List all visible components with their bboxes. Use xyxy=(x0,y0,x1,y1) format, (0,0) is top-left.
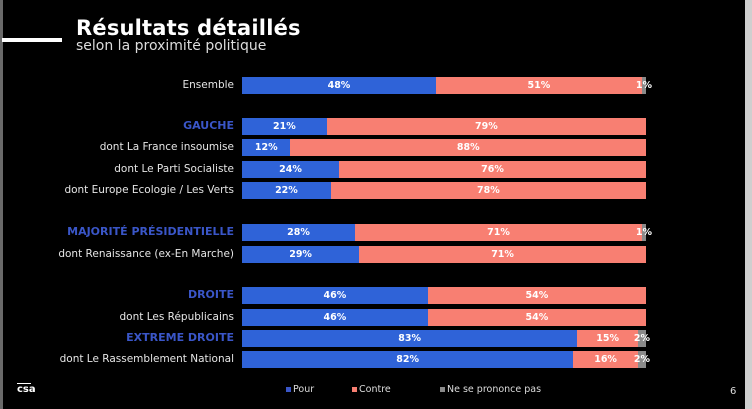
bar-segment-contre: 76% xyxy=(338,161,646,178)
data-label-pour: 22% xyxy=(275,185,298,196)
data-label-nsp: 2% xyxy=(633,354,650,365)
bar-segment-contre: 54% xyxy=(427,287,646,304)
category-label: dont Renaissance (ex-En Marche) xyxy=(58,248,234,260)
right-edge xyxy=(745,0,752,409)
bar-segment-pour: 24% xyxy=(242,161,339,178)
legend-label-contre: Contre xyxy=(359,384,391,395)
legend: Pour Contre Ne se prononce pas xyxy=(0,384,752,396)
group-label: EXTREME DROITE xyxy=(126,331,234,344)
category-label: Ensemble xyxy=(182,79,235,91)
bar-segment-contre: 15% xyxy=(577,330,638,347)
bar-segment-contre: 54% xyxy=(427,309,646,326)
legend-swatch-contre xyxy=(352,387,357,392)
data-label-pour: 48% xyxy=(327,80,351,91)
legend-item-nsp: Ne se prononce pas xyxy=(440,384,541,395)
bar-segment-contre: 88% xyxy=(290,139,646,156)
bar-row: 12% 88% xyxy=(242,139,646,156)
data-label-contre: 51% xyxy=(527,80,551,91)
page-number: 6 xyxy=(730,386,737,397)
data-label-contre: 71% xyxy=(487,227,510,238)
data-label-pour: 28% xyxy=(287,227,310,238)
legend-label-pour: Pour xyxy=(293,384,315,395)
bar-row: 83% 15% 2% xyxy=(242,330,650,347)
category-label: dont Les Républicains xyxy=(119,311,235,323)
bar-row: 46% 54% xyxy=(242,309,646,326)
data-label-pour: 12% xyxy=(254,142,278,153)
title-rule xyxy=(2,38,62,42)
data-label-contre: 79% xyxy=(475,121,498,132)
data-label-pour: 46% xyxy=(323,290,347,301)
bar-segment-pour: 82% xyxy=(242,351,574,368)
data-label-contre: 88% xyxy=(456,142,480,153)
legend-swatch-nsp xyxy=(440,387,445,392)
legend-swatch-pour xyxy=(286,387,291,392)
legend-item-pour: Pour xyxy=(286,384,314,395)
bar-row: 28% 71% 1% xyxy=(242,224,652,241)
left-edge xyxy=(0,0,3,409)
bar-row: 46% 54% xyxy=(242,287,646,304)
bar-segment-nsp: 2% xyxy=(634,351,650,368)
bar-segment-pour: 48% xyxy=(242,77,436,94)
group-label: DROITE xyxy=(187,288,234,301)
category-label: dont La France insoumise xyxy=(99,141,234,153)
bar-row: 82% 16% 2% xyxy=(242,351,650,368)
bar-row: 21% 79% xyxy=(242,118,646,135)
csa-logo: csa xyxy=(17,383,36,398)
bar-segment-nsp: 1% xyxy=(636,77,652,94)
data-label-pour: 83% xyxy=(398,333,422,344)
data-label-contre: 16% xyxy=(594,354,617,365)
bar-segment-contre: 51% xyxy=(435,77,642,94)
bar-segment-pour: 83% xyxy=(242,330,578,347)
data-label-pour: 24% xyxy=(279,164,302,175)
legend-label-nsp: Ne se prononce pas xyxy=(447,384,542,395)
bar-segment-pour: 46% xyxy=(242,309,428,326)
bar-segment-contre: 71% xyxy=(355,224,642,241)
bar-segment-pour: 21% xyxy=(242,118,327,135)
bar-segment-pour: 22% xyxy=(242,182,331,199)
group-label: MAJORITÉ PRÉSIDENTIELLE xyxy=(67,225,234,238)
bar-segment-pour: 12% xyxy=(242,139,291,156)
bar-segment-contre: 71% xyxy=(359,246,646,263)
data-label-contre: 78% xyxy=(477,185,500,196)
bar-segment-contre: 78% xyxy=(330,182,646,199)
data-label-nsp: 2% xyxy=(633,333,651,344)
data-label-pour: 29% xyxy=(289,249,312,260)
bar-segment-nsp: 2% xyxy=(634,330,650,347)
bar-row: 22% 78% xyxy=(242,182,646,199)
legend-item-contre: Contre xyxy=(352,384,391,395)
page-title: Résultats détaillés xyxy=(76,16,301,40)
category-label: dont Le Rassemblement National xyxy=(59,353,234,365)
group-label: GAUCHE xyxy=(183,119,234,132)
bar-row: 29% 71% xyxy=(242,246,646,263)
data-label-nsp: 1% xyxy=(635,227,653,238)
data-label-contre: 15% xyxy=(596,333,619,344)
bar-row: 48% 51% 1% xyxy=(242,77,652,94)
data-label-contre: 54% xyxy=(525,312,549,323)
data-label-pour: 21% xyxy=(273,121,296,132)
bar-segment-contre: 16% xyxy=(573,351,638,368)
bar-row: 24% 76% xyxy=(242,161,646,178)
bar-segment-nsp: 1% xyxy=(636,224,652,241)
bar-segment-pour: 29% xyxy=(242,246,360,263)
page-subtitle: selon la proximité politique xyxy=(76,38,267,54)
data-label-nsp: 1% xyxy=(635,80,653,91)
bar-segment-contre: 79% xyxy=(326,118,646,135)
category-label: dont Le Parti Socialiste xyxy=(114,163,234,175)
bar-segment-pour: 28% xyxy=(242,224,356,241)
data-label-contre: 76% xyxy=(481,164,504,175)
data-label-pour: 46% xyxy=(323,312,347,323)
data-label-contre: 71% xyxy=(491,249,514,260)
bar-segment-pour: 46% xyxy=(242,287,428,304)
data-label-pour: 82% xyxy=(396,354,419,365)
category-label: dont Europe Ecologie / Les Verts xyxy=(64,184,234,196)
data-label-contre: 54% xyxy=(525,290,549,301)
